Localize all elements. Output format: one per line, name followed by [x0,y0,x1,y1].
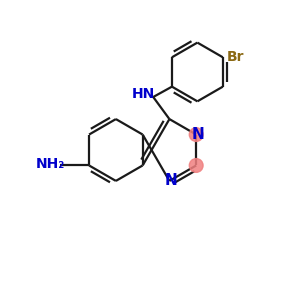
Text: HN: HN [131,87,154,101]
Text: NH₂: NH₂ [36,157,65,171]
Text: N: N [191,127,204,142]
Text: N: N [164,173,177,188]
Circle shape [189,159,203,172]
Circle shape [189,128,203,141]
Text: Br: Br [226,50,244,64]
